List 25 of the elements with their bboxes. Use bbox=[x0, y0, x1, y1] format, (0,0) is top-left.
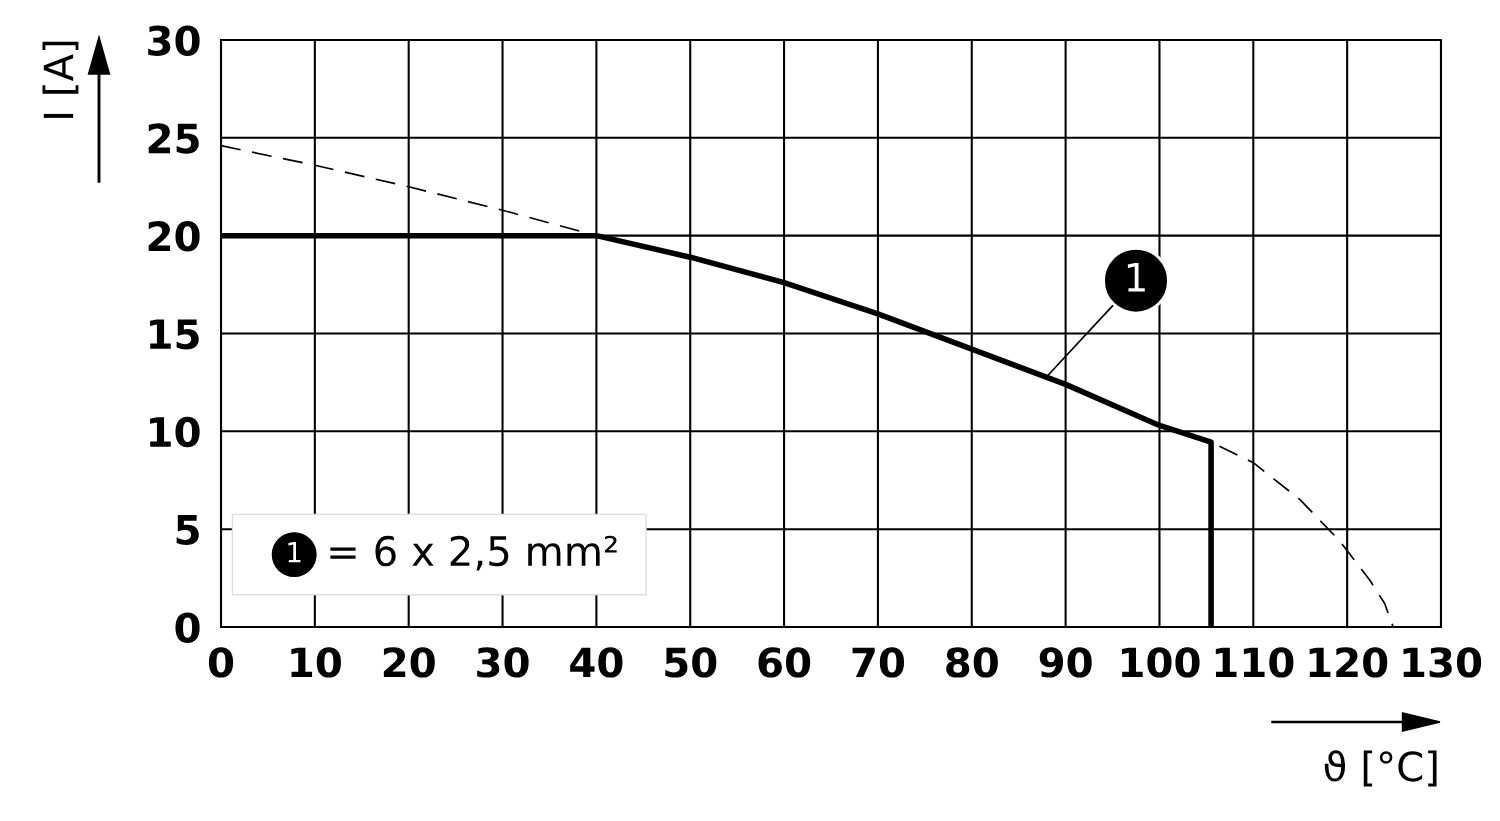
y-tick-label: 5 bbox=[176, 515, 199, 546]
y-tick-label: 30 bbox=[148, 25, 200, 56]
x-tick-label: 50 bbox=[665, 647, 717, 678]
y-tick-label: 15 bbox=[150, 319, 199, 350]
x-axis-title: ϑ [°C] bbox=[1324, 750, 1437, 787]
y-tick-label: 10 bbox=[150, 416, 200, 448]
x-tick-label: 60 bbox=[758, 647, 811, 678]
x-tick-label: 120 bbox=[1309, 647, 1388, 678]
y-tick-label: 0 bbox=[175, 612, 200, 643]
x-tick-label: 80 bbox=[946, 647, 998, 678]
x-tick-label: 110 bbox=[1215, 647, 1294, 678]
x-tick-label: 100 bbox=[1121, 647, 1200, 678]
x-tick-label: 20 bbox=[383, 647, 435, 678]
x-tick-label: 90 bbox=[1039, 647, 1092, 678]
x-tick-label: 130 bbox=[1403, 647, 1482, 678]
x-tick-label: 30 bbox=[477, 647, 529, 678]
y-tick-label: 20 bbox=[148, 221, 200, 252]
annotation: 1 bbox=[1127, 263, 1145, 292]
y-axis-title: I [A] bbox=[42, 41, 79, 118]
x-tick-label: 10 bbox=[291, 647, 341, 678]
x-tick-label: 0 bbox=[208, 647, 234, 678]
annotation: 1 = 6 x 2,5 mm² bbox=[288, 535, 617, 571]
x-tick-label: 40 bbox=[570, 647, 623, 678]
x-tick-label: 70 bbox=[852, 647, 905, 678]
y-tick-label: 25 bbox=[148, 123, 199, 154]
